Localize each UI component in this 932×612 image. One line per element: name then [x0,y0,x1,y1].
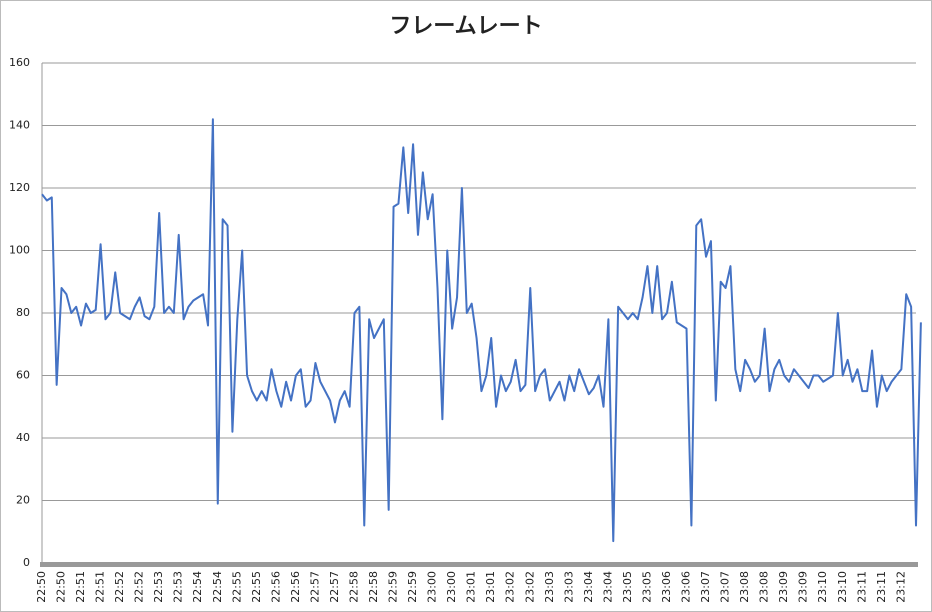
x-tick-label: 23:02 [504,571,517,603]
x-tick-label: 23:05 [621,571,634,603]
chart-title: フレームレート [389,14,542,39]
x-tick-label: 23:07 [719,571,732,603]
x-tick-label: 22:58 [347,571,360,603]
x-tick-label: 22:59 [387,571,400,603]
x-tick-label: 22:59 [406,571,419,603]
x-tick-label: 23:06 [660,571,673,603]
y-tick-label: 100 [9,244,30,257]
y-tick-label: 60 [16,369,30,382]
y-tick-label: 140 [9,119,30,132]
x-tick-label: 22:55 [230,571,243,603]
y-tick-label: 20 [16,494,30,507]
x-tick-label: 23:11 [855,571,868,603]
x-tick-label: 23:11 [875,571,888,603]
y-tick-label: 120 [9,181,30,194]
x-tick-label: 23:00 [426,571,439,603]
x-tick-label: 23:04 [582,571,595,603]
x-tick-label: 23:03 [543,571,556,603]
x-tick-label: 23:09 [797,571,810,603]
x-tick-label: 23:03 [562,571,575,603]
x-tick-label: 22:56 [289,571,302,603]
x-tick-label: 23:01 [465,571,478,603]
x-tick-label: 22:50 [55,571,68,603]
x-tick-label: 22:54 [191,571,204,603]
x-tick-label: 22:51 [74,571,87,603]
x-tick-label: 23:10 [816,571,829,603]
x-tick-label: 23:07 [699,571,712,603]
x-tick-label: 23:05 [640,571,653,603]
x-tick-label: 23:00 [445,571,458,603]
x-tick-label: 22:54 [211,571,224,603]
x-tick-label: 22:52 [113,571,126,603]
x-tick-label: 22:52 [133,571,146,603]
x-tick-label: 23:01 [484,571,497,603]
x-tick-label: 22:53 [172,571,185,603]
data-line [41,118,922,543]
x-tick-label: 23:08 [738,571,751,603]
x-tick-label: 23:09 [777,571,790,603]
x-tick-label: 22:53 [152,571,165,603]
y-tick-label: 80 [16,306,30,319]
y-tick-label: 0 [23,556,30,569]
x-tick-label: 22:55 [250,571,263,603]
x-tick-label: 23:10 [836,571,849,603]
x-tick-label: 23:02 [523,571,536,603]
x-tick-label: 23:08 [758,571,771,603]
x-tick-label: 22:51 [94,571,107,603]
y-tick-label: 160 [9,56,30,69]
x-tick-label: 23:06 [680,571,693,603]
x-tick-label: 22:57 [308,571,321,603]
x-tick-label: 22:58 [367,571,380,603]
x-tick-label: 22:56 [269,571,282,603]
y-tick-label: 40 [16,431,30,444]
x-tick-label: 23:12 [894,571,907,603]
x-tick-label: 22:57 [328,571,341,603]
x-tick-label: 22:50 [35,571,48,603]
x-tick-label: 23:04 [601,571,614,603]
x-axis [40,562,918,567]
